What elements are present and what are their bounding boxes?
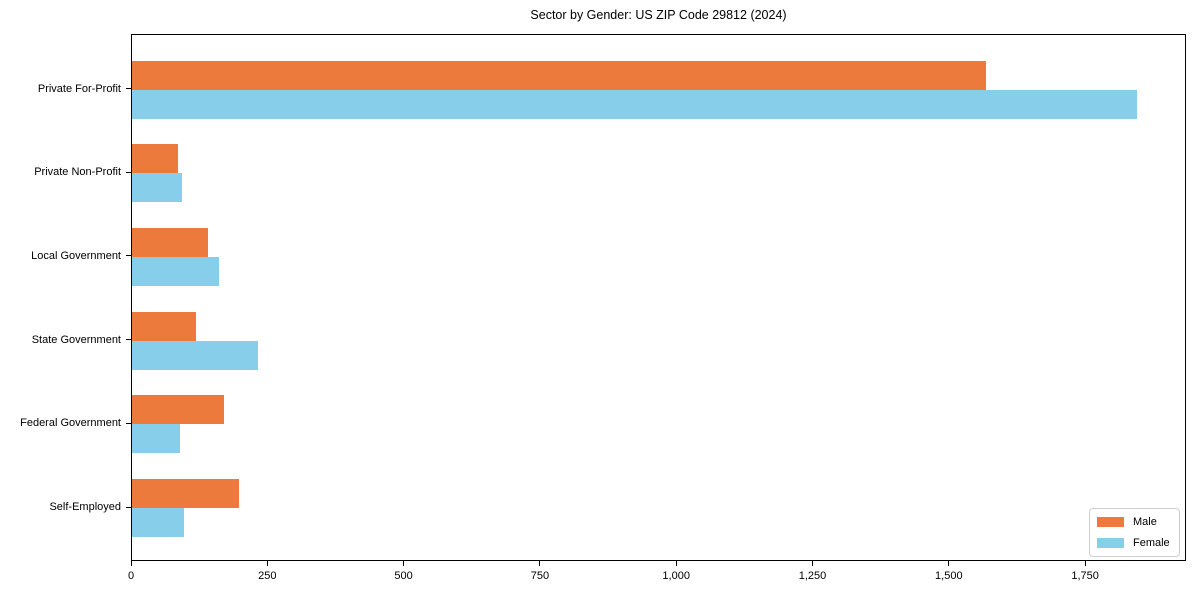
x-tick-label: 1,000 (662, 570, 690, 582)
x-tick-mark (266, 561, 268, 566)
y-tick-mark (126, 422, 131, 424)
x-tick-label: 500 (394, 570, 413, 582)
x-tick-label: 750 (530, 570, 550, 582)
y-tick-label-self-employed: Self-Employed (49, 501, 121, 513)
bar-female-self-employed (132, 508, 184, 537)
legend-item-female: Female (1097, 535, 1172, 552)
y-tick-label-state-government: State Government (31, 333, 121, 346)
x-tick-mark (675, 561, 677, 566)
legend-label-male: Male (1133, 516, 1157, 528)
bar-male-local-government (132, 227, 208, 257)
x-tick-mark (403, 561, 405, 566)
legend-swatch-male (1097, 517, 1124, 527)
y-tick-mark (126, 506, 131, 508)
x-tick-label: 1,750 (1071, 570, 1099, 582)
y-tick-label-private-for-profit: Private For-Profit (37, 82, 121, 95)
bar-male-private-for-profit (132, 60, 987, 90)
x-tick-mark (1084, 561, 1086, 566)
bar-male-private-non-profit (132, 144, 178, 174)
x-tick-mark (948, 561, 950, 566)
legend-swatch-female (1097, 538, 1124, 548)
y-tick-mark (126, 339, 131, 341)
bar-female-private-for-profit (132, 89, 1137, 119)
bar-female-local-government (132, 256, 219, 286)
legend-item-male: Male (1097, 514, 1172, 531)
bar-female-federal-government (132, 424, 180, 454)
x-tick-mark (812, 561, 813, 566)
bar-female-state-government (132, 340, 258, 370)
x-tick-label: 1,500 (935, 570, 963, 582)
y-tick-mark (126, 171, 131, 173)
bar-male-federal-government (132, 395, 225, 425)
y-tick-label-private-non-profit: Private Non-Profit (34, 166, 121, 179)
bar-male-self-employed (132, 479, 240, 508)
x-tick-label: 0 (127, 570, 135, 582)
y-tick-label-local-government: Local Government (31, 249, 121, 262)
plot-area (131, 34, 1186, 561)
chart-title: Sector by Gender: US ZIP Code 29812 (202… (530, 8, 787, 22)
x-tick-label: 250 (258, 570, 277, 582)
x-tick-label: 1,250 (798, 570, 827, 582)
legend-label-female: Female (1133, 537, 1170, 549)
bar-male-state-government (132, 311, 196, 341)
y-tick-mark (126, 88, 131, 89)
y-tick-mark (126, 255, 131, 257)
y-tick-label-federal-government: Federal Government (20, 417, 121, 430)
x-tick-mark (539, 561, 541, 566)
bar-female-private-non-profit (132, 173, 183, 203)
x-tick-mark (130, 561, 132, 566)
legend: Male Female (1089, 508, 1180, 557)
